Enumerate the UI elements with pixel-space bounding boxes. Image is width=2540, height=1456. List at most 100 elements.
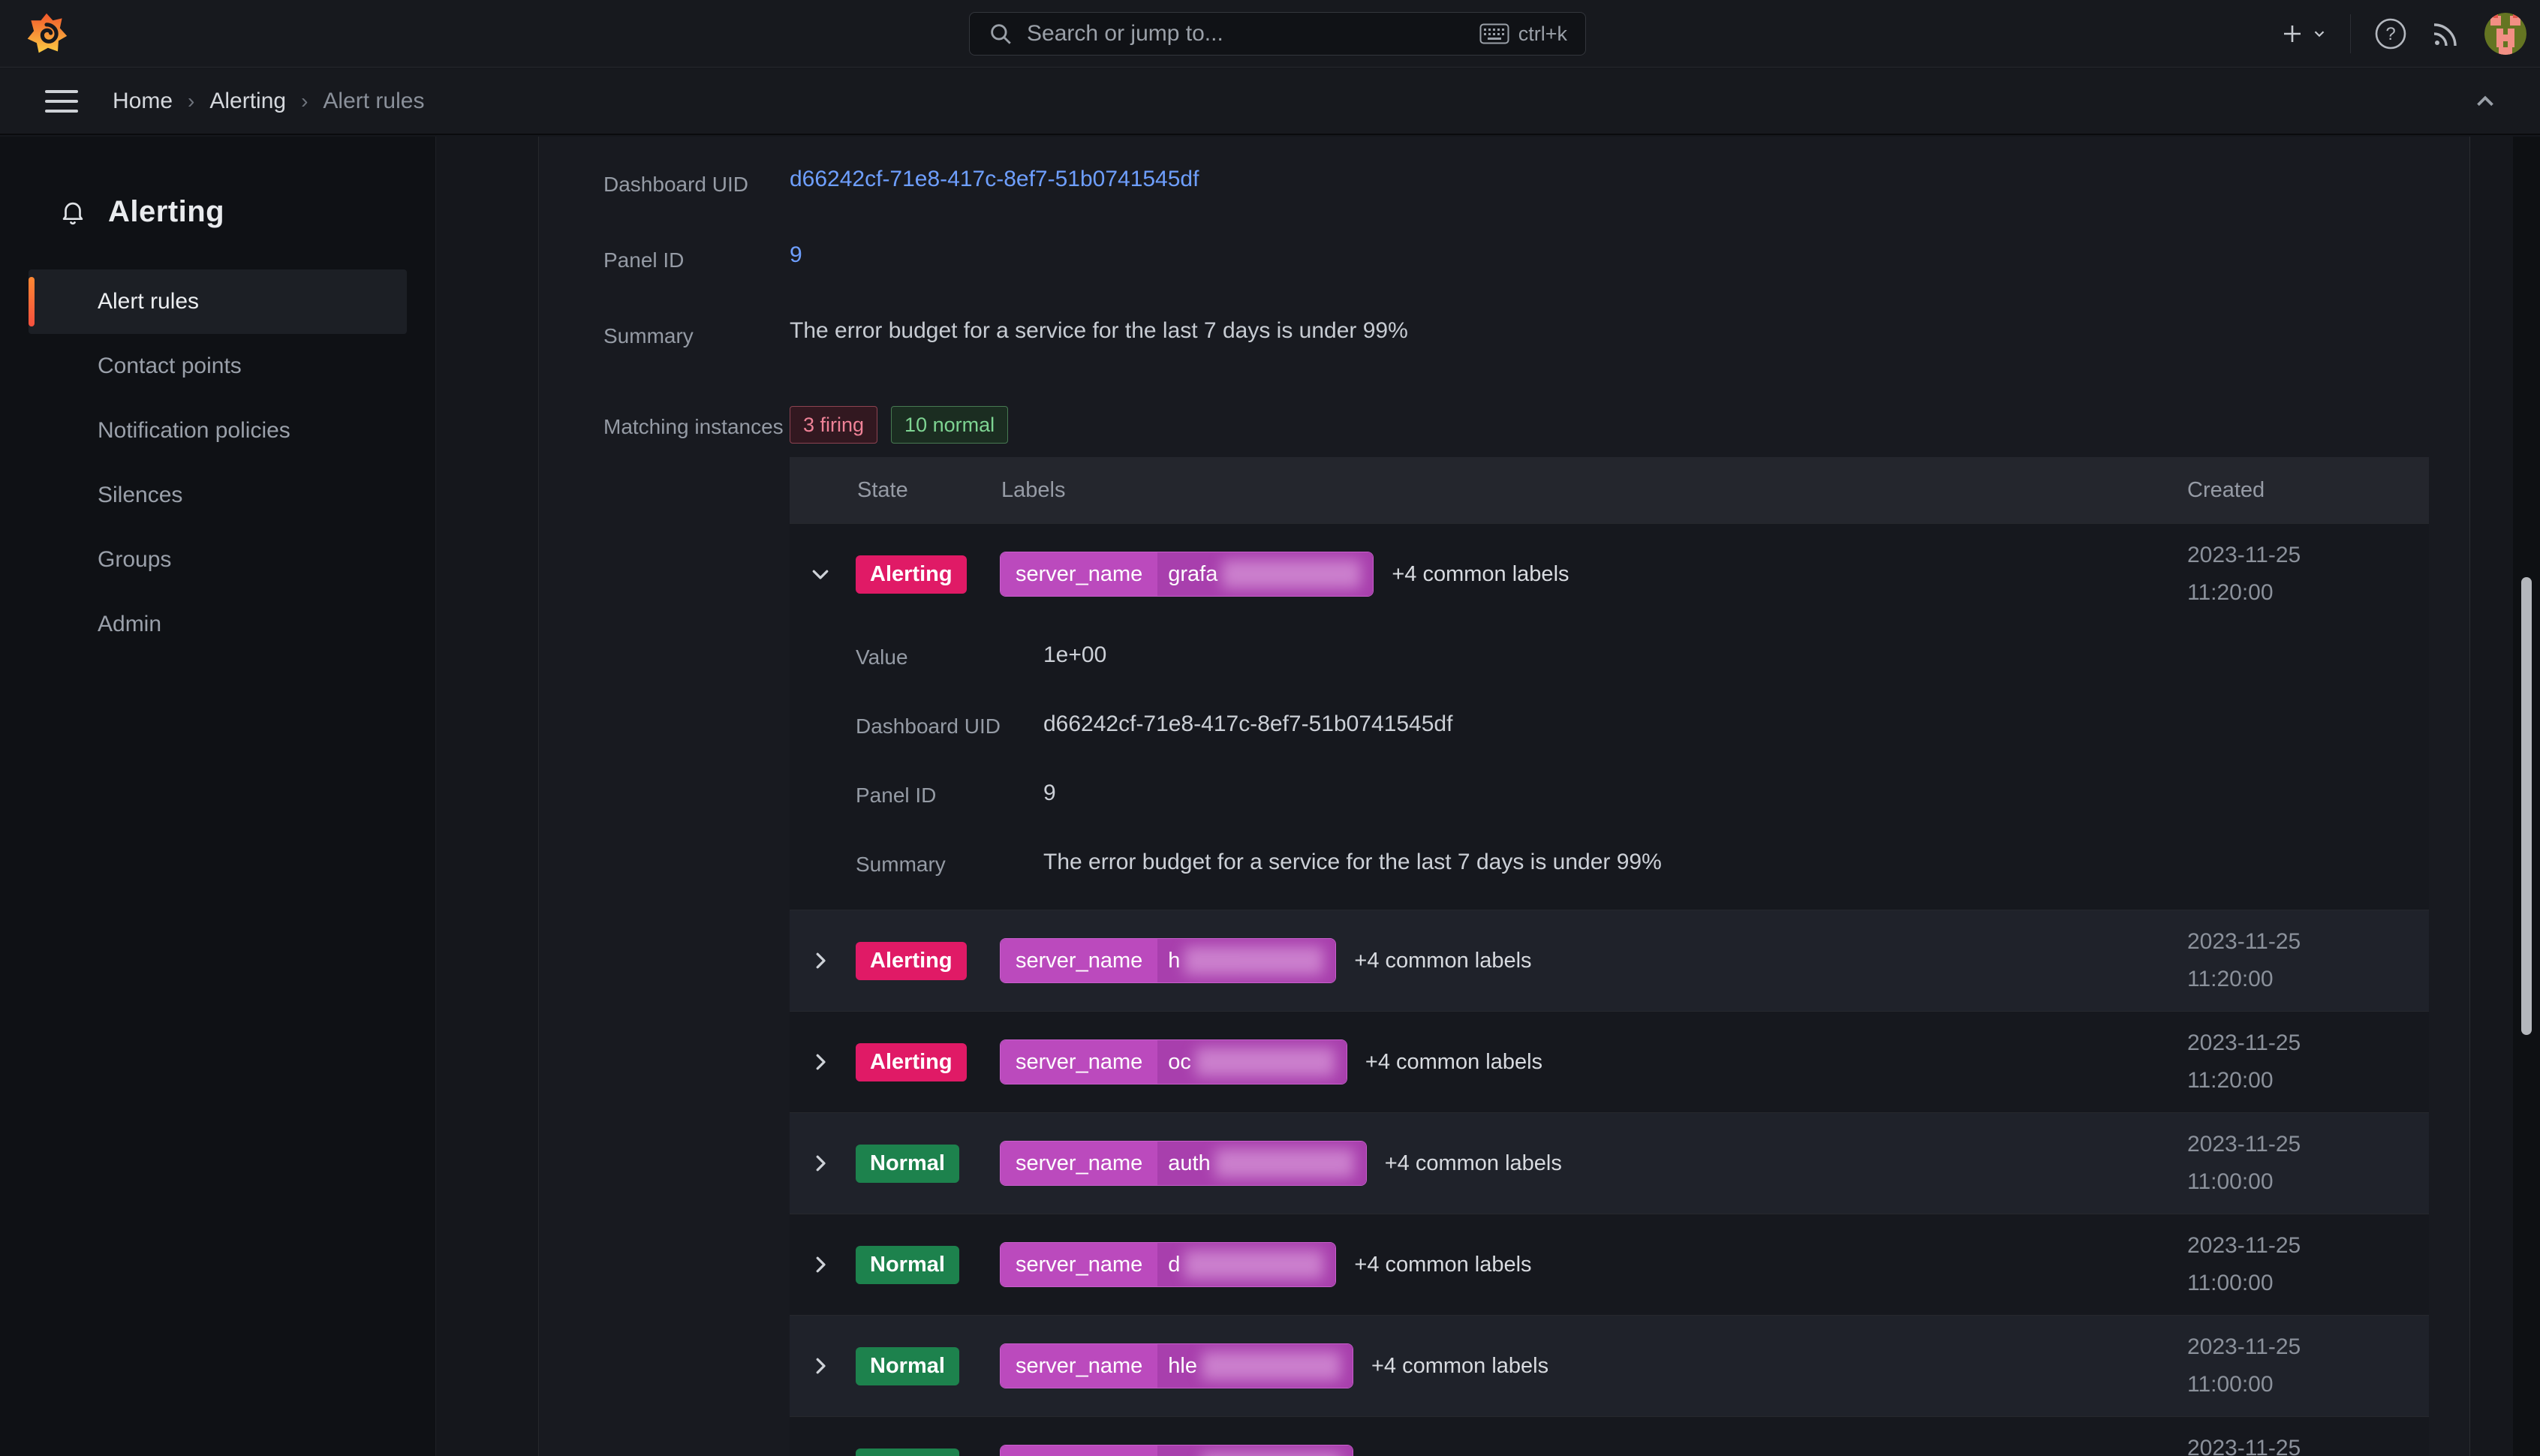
label-pill-key: server_name — [1001, 552, 1158, 596]
detail-value: The error budget for a service for the l… — [1043, 850, 1662, 874]
search-input[interactable]: Search or jump to... ctrl+k — [969, 12, 1586, 56]
help-icon[interactable]: ? — [2373, 17, 2408, 51]
matching-instances-label: Matching instances — [603, 415, 784, 438]
detail-value[interactable]: 9 — [1043, 781, 1056, 805]
instance-state-badge: Alerting — [856, 941, 967, 980]
breadcrumb-separator-icon: › — [188, 89, 195, 113]
instance-state-badge: Alerting — [856, 555, 967, 594]
label-pill-key: server_name — [1001, 1243, 1158, 1286]
instance-details: Value 1e+00 Dashboard UID d66242cf-71e8-… — [790, 624, 2429, 910]
sidebar-item-contact-points[interactable]: Contact points — [98, 353, 242, 378]
breadcrumb-separator-icon: › — [301, 89, 308, 113]
news-rss-icon[interactable] — [2430, 18, 2462, 50]
expand-row-chevron-icon[interactable] — [809, 1051, 832, 1073]
label-pill-value: d — [1157, 1243, 1336, 1286]
instance-row: Alerting server_name h +4 common labels … — [790, 910, 2429, 1011]
label-pill-value: grafa — [1157, 552, 1374, 596]
expand-row-chevron-icon[interactable] — [809, 563, 832, 585]
collapse-panel-chevron-up-icon[interactable] — [2471, 87, 2499, 116]
rule-field-row: Panel ID 9 — [603, 239, 2429, 278]
instance-row: Normal server_name auth +4 common labels… — [790, 1112, 2429, 1214]
instance-row: Alerting server_name oc +4 common labels… — [790, 1011, 2429, 1112]
topbar-divider — [2350, 14, 2351, 53]
avatar[interactable] — [2484, 13, 2526, 55]
detail-label: Summary — [856, 853, 946, 876]
field-value: The error budget for a service for the l… — [790, 318, 1408, 343]
scrollbar-thumb[interactable] — [2521, 577, 2532, 1035]
svg-text:?: ? — [2385, 24, 2395, 44]
instances-table: State Labels Created Alerting server_nam… — [790, 457, 2429, 1456]
label-pill-value: ind — [1157, 1445, 1353, 1456]
label-pill: server_name oc — [1000, 1039, 1347, 1084]
label-pill-value: oc — [1157, 1040, 1347, 1084]
menu-toggle-button[interactable] — [45, 89, 78, 113]
instance-detail-row: Value 1e+00 — [856, 642, 2429, 669]
breadcrumb-home[interactable]: Home — [113, 88, 173, 113]
sidebar-item-groups[interactable]: Groups — [98, 547, 172, 572]
common-labels-text: +4 common labels — [1371, 1455, 1548, 1456]
search-shortcut: ctrl+k — [1479, 23, 1567, 46]
rule-field-row: Summary The error budget for a service f… — [603, 315, 2429, 353]
grafana-logo-icon[interactable] — [24, 11, 69, 56]
rule-details-pane: Dashboard UID d66242cf-71e8-417c-8ef7-51… — [538, 137, 2470, 1456]
sidebar-item-alert-rules[interactable]: Alert rules — [29, 269, 407, 334]
detail-label: Panel ID — [856, 784, 937, 807]
common-labels-text: +4 common labels — [1392, 561, 1569, 586]
detail-value[interactable]: d66242cf-71e8-417c-8ef7-51b0741545df — [1043, 711, 1453, 736]
label-pill-value: auth — [1157, 1142, 1366, 1185]
search-placeholder: Search or jump to... — [1027, 21, 1223, 46]
instance-row: Alerting server_name grafa +4 common lab… — [790, 523, 2429, 910]
common-labels-text: +4 common labels — [1354, 1252, 1532, 1277]
sidebar-item-admin[interactable]: Admin — [98, 612, 162, 636]
created-cell: 2023-11-25 11:20:00 — [2187, 929, 2301, 991]
breadcrumb-alerting[interactable]: Alerting — [209, 88, 287, 113]
bell-icon — [59, 198, 87, 227]
search-icon — [988, 21, 1013, 47]
sidebar-item-notification-policies[interactable]: Notification policies — [98, 418, 290, 443]
add-button[interactable] — [2280, 21, 2328, 47]
label-pill-key: server_name — [1001, 1040, 1158, 1084]
sidebar-menu: Alert rules Contact points Notification po… — [0, 269, 435, 657]
redacted-blur — [1222, 560, 1362, 588]
instance-row: Normal server_name ind +4 common labels … — [790, 1416, 2429, 1456]
created-cell: 2023-11-25 11:00:00 — [2187, 1132, 2301, 1194]
redacted-blur — [1184, 1250, 1324, 1279]
instance-state-badge: Alerting — [856, 1042, 967, 1081]
instance-detail-row: Summary The error budget for a service f… — [856, 850, 2429, 877]
breadcrumb: Home › Alerting › Alert rules — [113, 89, 424, 114]
created-cell: 2023-11-25 11:20:00 — [2187, 1030, 2301, 1093]
sidebar-title: Alerting — [108, 195, 225, 228]
label-pill: server_name grafa — [1000, 552, 1374, 597]
breadcrumb-bar: Home › Alerting › Alert rules — [0, 68, 2540, 135]
instance-state-counts: 3 firing 10 normal — [790, 406, 2429, 444]
matching-instances-section: Matching instances 3 firing 10 normal Sta… — [603, 406, 2429, 1456]
created-cell: 2023-11-25 11:20:00 — [2187, 543, 2301, 605]
expand-row-chevron-icon[interactable] — [809, 1253, 832, 1276]
sidebar-item-silences[interactable]: Silences — [98, 483, 183, 507]
detail-label: Value — [856, 645, 908, 669]
instance-state-badge: Normal — [856, 1245, 959, 1284]
label-pill: server_name ind — [1000, 1445, 1353, 1456]
label-pill-key: server_name — [1001, 1445, 1158, 1456]
column-header-labels: Labels — [1001, 477, 1066, 502]
sidebar-header: Alerting — [0, 137, 435, 229]
expand-row-chevron-icon[interactable] — [809, 1355, 832, 1377]
label-pill: server_name auth — [1000, 1141, 1367, 1186]
column-header-state: State — [857, 477, 908, 502]
chevron-down-icon — [2311, 26, 2328, 42]
field-value[interactable]: d66242cf-71e8-417c-8ef7-51b0741545df — [790, 167, 1199, 191]
label-pill-value: hle — [1157, 1344, 1353, 1388]
instance-row: Normal server_name d +4 common labels 20… — [790, 1214, 2429, 1315]
expand-row-chevron-icon[interactable] — [809, 1152, 832, 1175]
created-cell: 2023-11-25 11:00:00 — [2187, 1233, 2301, 1295]
expand-row-chevron-icon[interactable] — [809, 949, 832, 972]
field-label: Dashboard UID — [603, 173, 748, 196]
rule-field-row: Dashboard UID d66242cf-71e8-417c-8ef7-51… — [603, 164, 2429, 202]
field-value[interactable]: 9 — [790, 242, 802, 267]
instance-state-badge: Normal — [856, 1144, 959, 1183]
topbar: Search or jump to... ctrl+k — [0, 0, 2540, 68]
detail-label: Dashboard UID — [856, 714, 1001, 738]
state-count-badge: 10 normal — [891, 406, 1009, 444]
common-labels-text: +4 common labels — [1365, 1049, 1543, 1074]
breadcrumb-alert-rules: Alert rules — [323, 88, 425, 113]
